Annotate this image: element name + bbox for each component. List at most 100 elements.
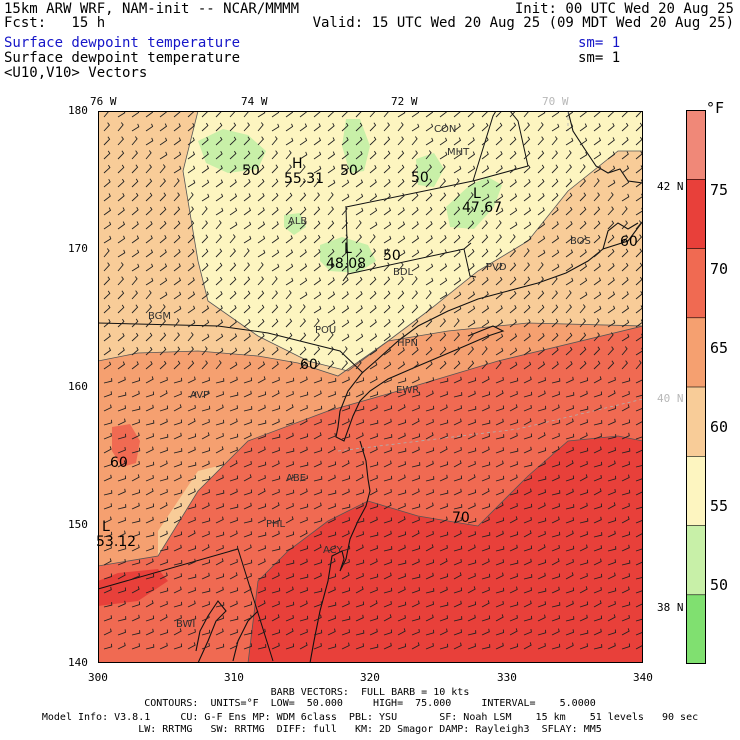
wind-barb (439, 234, 447, 244)
wind-barb (229, 418, 238, 426)
wind-barb (453, 178, 460, 188)
wind-barb (299, 263, 308, 272)
wind-barb (425, 502, 434, 510)
wind-barb (131, 361, 139, 370)
wind-barb (579, 474, 588, 482)
city-label: PVD (486, 262, 507, 273)
wind-barb (537, 476, 547, 482)
wind-barb (313, 234, 321, 244)
wind-barb (103, 333, 111, 342)
wind-barb (453, 346, 461, 356)
wind-barb (635, 629, 643, 636)
wind-barb (453, 559, 462, 566)
wind-barb (383, 377, 392, 384)
wind-barb (117, 418, 126, 426)
wind-barb (509, 474, 518, 482)
wind-barb (453, 572, 462, 580)
wind-barb (453, 392, 463, 398)
wind-barb (285, 206, 293, 216)
wind-barb (509, 544, 518, 552)
wind-barb (117, 192, 125, 202)
wind-barb (411, 150, 418, 160)
wind-barb (299, 587, 308, 594)
wind-barb (579, 360, 587, 370)
wind-barb (467, 192, 474, 202)
wind-barb (243, 318, 251, 328)
wind-barb (397, 643, 407, 650)
wind-barb (229, 248, 236, 258)
wind-barb (607, 475, 617, 482)
wind-barb (593, 165, 602, 174)
wind-barb (341, 360, 348, 370)
wind-barb (593, 305, 602, 314)
state-border (98, 322, 364, 374)
low-marker: L (473, 186, 481, 202)
wind-barb (313, 151, 322, 160)
wind-barb (257, 628, 266, 636)
wind-barb (313, 489, 322, 496)
wind-barb (271, 587, 281, 594)
y-grid-label: 140 (68, 656, 88, 669)
wind-barb (607, 319, 616, 328)
wind-barb (243, 502, 252, 510)
wind-barb (271, 304, 279, 314)
wind-barb (285, 178, 293, 188)
city-label: MHT (447, 147, 470, 158)
wind-barb (271, 601, 280, 608)
wind-barb (355, 262, 363, 272)
wind-barb (607, 546, 617, 552)
wind-barb (551, 446, 560, 454)
wind-barb (565, 150, 572, 160)
wind-barb (131, 235, 140, 244)
wind-barb (621, 643, 631, 650)
wind-barb (173, 234, 181, 244)
field-label-primary: Surface dewpoint temperature (4, 35, 241, 51)
wind-barb (327, 192, 334, 202)
wind-barb (579, 206, 587, 216)
wind-barb (593, 488, 602, 496)
wind-barb (327, 461, 337, 468)
wind-barb (453, 545, 463, 552)
wind-barb (411, 433, 421, 440)
wind-barb (607, 587, 617, 594)
wind-barb (215, 615, 224, 622)
wind-barb (523, 558, 532, 566)
wind-barb (117, 221, 126, 230)
wind-barb (523, 376, 532, 384)
wind-barb (355, 390, 364, 398)
wind-barb (271, 111, 280, 118)
wind-barb (327, 643, 337, 650)
wind-barb (481, 503, 491, 510)
wind-barb (537, 164, 545, 174)
wind-barb (523, 587, 532, 594)
wind-barb (215, 545, 224, 552)
wind-barb (509, 448, 519, 454)
wind-barb (285, 404, 294, 412)
contour-legend: CONTOURS: UNITS=°F LOW= 50.000 HIGH= 75.… (144, 698, 596, 709)
wind-barb (341, 475, 351, 482)
wind-barb (369, 136, 377, 146)
wind-barb (523, 178, 531, 188)
wind-barb (271, 377, 280, 384)
wind-barb (131, 614, 140, 622)
wind-barb (453, 234, 461, 244)
wind-barb (173, 573, 182, 580)
wind-barb (439, 586, 448, 594)
wind-barb (327, 586, 336, 594)
wind-barb (621, 628, 630, 636)
wind-barb (509, 234, 516, 244)
wind-barb (397, 332, 405, 342)
wind-barb (397, 347, 405, 356)
wind-barb (383, 150, 391, 160)
wind-barb (243, 235, 252, 244)
wind-barb (621, 360, 628, 370)
wind-barb (243, 531, 252, 538)
wind-barb (621, 179, 630, 188)
wind-barb (509, 503, 518, 510)
wind-barb (607, 405, 617, 412)
wind-barb (299, 642, 308, 650)
wind-barb (285, 615, 294, 622)
wind-barb (565, 192, 573, 202)
wind-barb (425, 489, 434, 496)
wind-barb (285, 489, 295, 496)
